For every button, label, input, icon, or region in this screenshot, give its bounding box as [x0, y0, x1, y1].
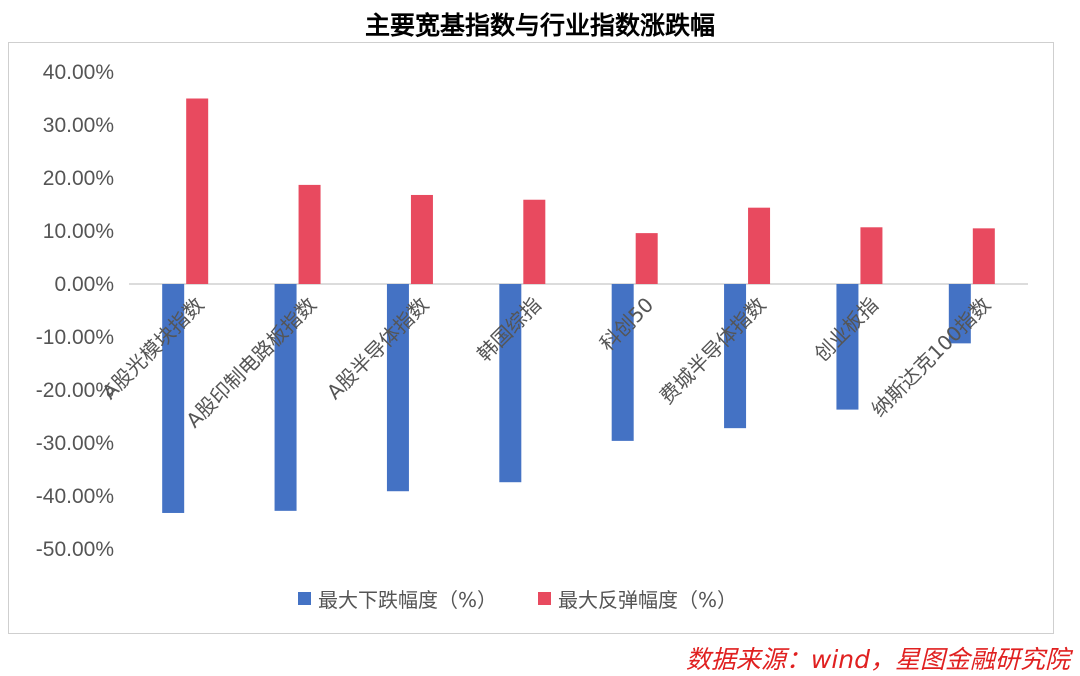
drop-bar — [386, 284, 409, 492]
rebound-bar — [972, 228, 995, 284]
chart-area — [8, 42, 1054, 634]
rebound-bar — [410, 194, 433, 284]
rebound-bar — [298, 184, 321, 284]
category-label: A股半导体指数 — [322, 293, 434, 405]
y-tick-label: -30.00% — [36, 432, 114, 455]
legend-label: 最大反弹幅度（%） — [558, 588, 737, 612]
legend: 最大下跌幅度（%） 最大反弹幅度（%） — [298, 588, 737, 612]
y-tick-label: 0.00% — [54, 273, 114, 296]
drop-bar — [274, 284, 297, 511]
y-tick-label: -20.00% — [36, 379, 114, 402]
rebound-bar — [523, 199, 546, 284]
bars — [162, 98, 995, 513]
rebound-bar — [748, 207, 771, 284]
category-label: 费城半导体指数 — [655, 293, 771, 409]
y-tick-label: 40.00% — [43, 61, 114, 84]
rebound-bar — [635, 233, 658, 284]
chart-title: 主要宽基指数与行业指数涨跌幅 — [364, 11, 715, 40]
drop-bar — [948, 284, 971, 344]
y-tick-label: 20.00% — [43, 167, 114, 190]
y-axis: 40.00% 30.00% 20.00% 10.00% 0.00% -10.00% -20.… — [36, 61, 114, 561]
drop-bar — [499, 284, 522, 483]
y-tick-label: -40.00% — [36, 485, 114, 508]
y-tick-label: -10.00% — [36, 326, 114, 349]
source-note: 数据来源：wind，星图金融研究院 — [685, 645, 1070, 674]
drop-bar — [836, 284, 859, 410]
y-tick-label: 30.00% — [43, 114, 114, 137]
category-label: 纳斯达克100指数 — [867, 293, 996, 422]
drop-bar — [724, 284, 747, 429]
y-tick-label: -50.00% — [36, 538, 114, 561]
rebound-bar — [860, 227, 883, 284]
drop-bar — [162, 284, 185, 513]
drop-bar — [611, 284, 634, 441]
legend-swatch-rebound — [538, 592, 551, 605]
legend-swatch-drop — [298, 592, 311, 605]
y-tick-label: 10.00% — [43, 220, 114, 243]
rebound-bar — [186, 98, 209, 284]
legend-label: 最大下跌幅度（%） — [318, 588, 497, 612]
